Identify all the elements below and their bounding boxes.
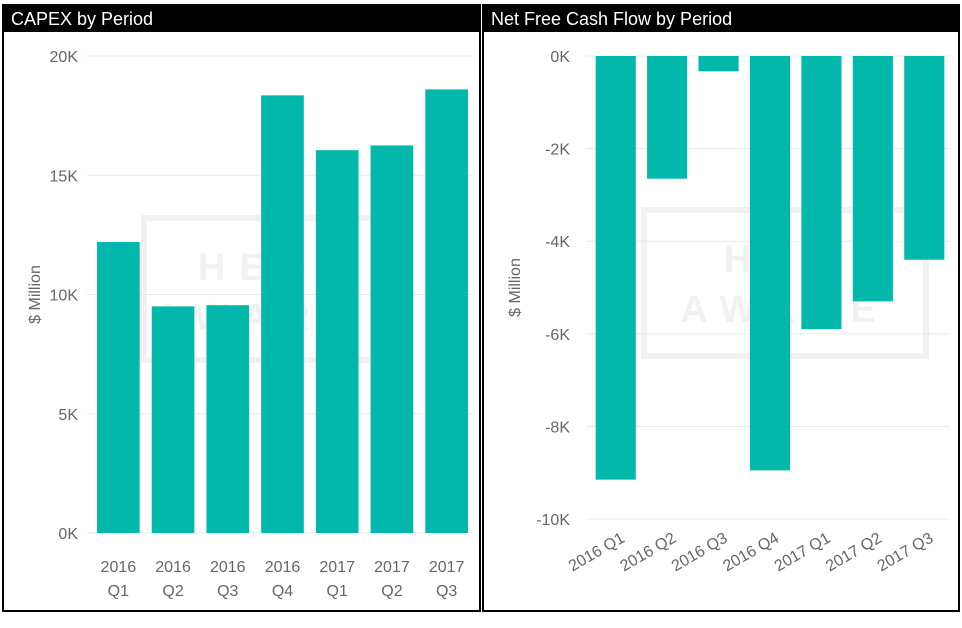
nfcf-y-tick-label: 0K — [550, 49, 570, 66]
nfcf-bar-1 — [595, 56, 636, 480]
nfcf-y-axis-label: $ Million — [507, 258, 524, 317]
capex-x-tick-label-quarter: Q1 — [108, 583, 129, 600]
capex-bar-5 — [315, 150, 359, 533]
capex-x-tick-label-year: 2016 — [210, 559, 246, 576]
capex-x-tick-label-year: 2016 — [155, 559, 191, 576]
capex-x-tick-label-year: 2016 — [101, 559, 137, 576]
capex-x-tick-label-year: 2017 — [374, 559, 410, 576]
nfcf-x-tick-label: 2017 Q3 — [875, 530, 937, 575]
capex-x-tick-label-quarter: Q3 — [436, 583, 457, 600]
capex-bar-1 — [97, 242, 140, 533]
capex-x-tick-label-quarter: Q3 — [217, 583, 238, 600]
nfcf-y-tick-label: -10K — [536, 512, 570, 529]
net-free-cash-flow-chart-panel: Net Free Cash Flow by Period HEDAWARE0K-… — [482, 4, 960, 612]
capex-y-axis-label: $ Million — [27, 265, 44, 324]
nfcf-bar-7 — [904, 56, 945, 260]
nfcf-x-tick-label: 2017 Q1 — [772, 530, 834, 575]
nfcf-y-tick-label: -6K — [545, 327, 570, 344]
nfcf-y-tick-label: -4K — [545, 234, 570, 251]
net-free-cash-flow-chart-title: Net Free Cash Flow by Period — [484, 6, 958, 32]
nfcf-x-tick-label: 2016 Q2 — [617, 530, 679, 575]
capex-x-tick-label-quarter: Q4 — [272, 583, 293, 600]
capex-y-tick-label: 10K — [50, 288, 79, 305]
nfcf-x-tick-label: 2017 Q2 — [823, 530, 885, 575]
nfcf-bar-6 — [852, 56, 893, 302]
nfcf-y-tick-label: -2K — [545, 142, 570, 159]
capex-x-tick-label-year: 2016 — [265, 559, 301, 576]
capex-y-tick-label: 15K — [50, 168, 79, 185]
capex-bar-2 — [151, 306, 195, 533]
capex-y-tick-label: 0K — [58, 526, 78, 543]
capex-bar-3 — [206, 305, 250, 533]
nfcf-y-tick-label: -8K — [545, 419, 570, 436]
capex-chart-title: CAPEX by Period — [4, 6, 479, 32]
nfcf-x-tick-label: 2016 Q1 — [566, 530, 628, 575]
nfcf-bar-3 — [698, 56, 739, 72]
capex-x-tick-label-quarter: Q1 — [327, 583, 348, 600]
nfcf-x-tick-label: 2016 Q4 — [720, 530, 782, 575]
capex-bar-7 — [425, 89, 468, 533]
capex-chart-panel: CAPEX by Period HED AWARE 0K 5K 10K 15K 20K $ M… — [2, 4, 481, 612]
nfcf-bar-2 — [647, 56, 688, 179]
nfcf-x-tick-label: 2016 Q3 — [669, 530, 731, 575]
capex-x-tick-label-year: 2017 — [429, 559, 465, 576]
capex-x-tick-label-year: 2017 — [319, 559, 355, 576]
capex-x-tick-label-quarter: Q2 — [162, 583, 183, 600]
capex-bar-6 — [370, 145, 414, 533]
capex-y-tick-label: 5K — [58, 407, 78, 424]
capex-y-tick-label: 20K — [50, 49, 79, 66]
capex-x-tick-label-quarter: Q2 — [381, 583, 402, 600]
capex-bar-4 — [261, 95, 304, 533]
nfcf-bar-5 — [801, 56, 842, 330]
nfcf-bar-4 — [749, 56, 791, 471]
